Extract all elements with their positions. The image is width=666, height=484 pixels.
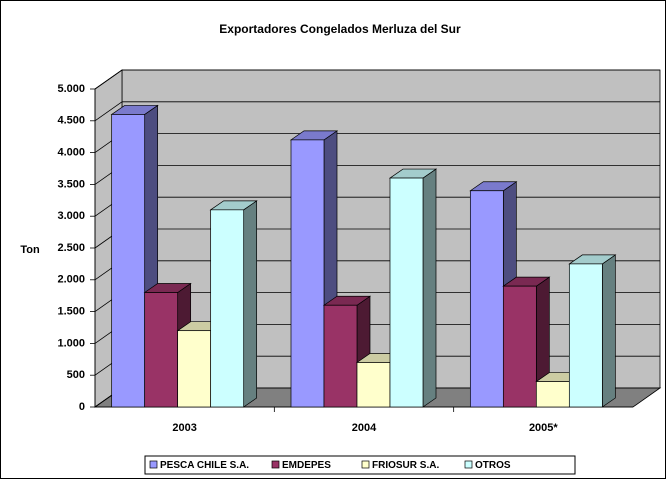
bar [356,362,391,408]
y-tick-label: 4.000 [57,147,85,159]
y-tick-label: 0 [79,401,85,413]
bar-side [601,254,616,408]
y-tick-label: 1.500 [57,306,85,318]
bar [502,285,537,408]
x-tick-label: 2003 [172,422,196,434]
legend-swatch [271,460,280,469]
bar [177,330,212,408]
x-tick-label: 2005* [529,422,558,434]
y-tick-label: 3.500 [57,178,85,190]
legend-label: EMDEPES [282,460,331,471]
y-tick-label: 4.500 [57,115,85,127]
y-tick-label: 1.000 [57,337,85,349]
legend-swatch [464,460,473,469]
y-tick-label: 5.000 [57,83,85,95]
y-tick-label: 2.000 [57,274,85,286]
bar [210,209,245,408]
bar [290,139,325,408]
bar [111,114,146,408]
legend [144,455,576,475]
bar [535,381,570,408]
bar [144,292,179,408]
bar [568,263,603,408]
legend-swatch [361,460,370,469]
legend-label: OTROS [475,460,511,471]
chart-title: Exportadores Congelados Merluza del Sur [219,22,461,36]
bar-side [422,168,437,408]
y-axis-label: Ton [20,244,40,256]
bar [389,177,424,408]
legend-swatch [149,460,158,469]
y-tick-label: 2.500 [57,242,85,254]
x-tick-label: 2004 [352,422,377,434]
legend-label: FRIOSUR S.A. [372,460,439,471]
grid-line [94,101,123,122]
y-tick-label: 500 [67,369,85,381]
grid-line [94,69,123,90]
bar [469,190,504,408]
bar [323,304,358,408]
bar-side [243,200,258,408]
legend-label: PESCA CHILE S.A. [160,460,249,471]
y-tick-label: 3.000 [57,210,85,222]
